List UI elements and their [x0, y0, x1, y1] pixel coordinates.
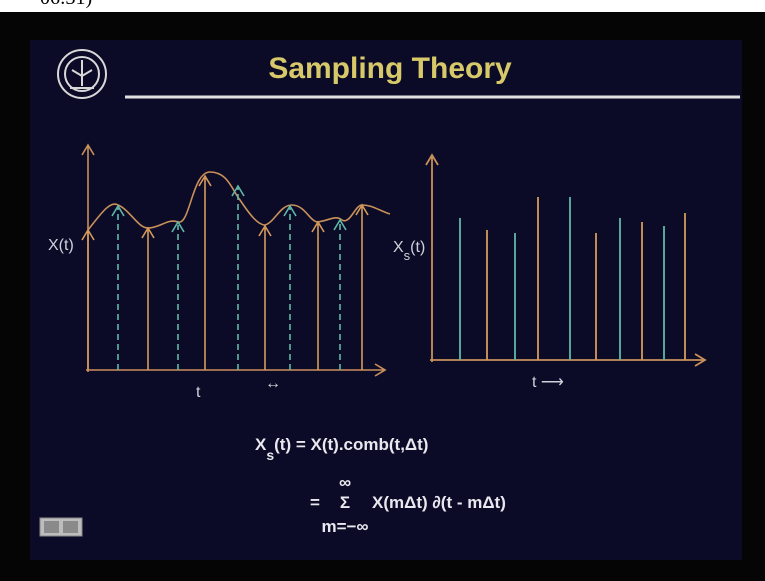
eq1-sub: s	[266, 447, 274, 463]
right-y-label-main: X	[393, 239, 404, 256]
slide-icon	[40, 518, 82, 536]
slide-title: Sampling Theory	[268, 52, 512, 85]
eq2-body: X(mΔt) ∂(t - mΔt)	[372, 493, 506, 512]
caption: 06:31)	[40, 0, 92, 9]
eq2-sum-bottom: m=−∞	[321, 517, 368, 536]
screenshot: 06:31) Sampling Theory X(t) t ↔ Xs (t) t …	[0, 0, 765, 581]
left-x-label: t	[196, 384, 201, 401]
eq1-main: X	[255, 435, 267, 454]
eq2-equals: =	[310, 493, 320, 512]
left-y-label: X(t)	[48, 237, 74, 254]
page: 06:31) Sampling Theory X(t) t ↔ Xs (t) t …	[0, 0, 765, 581]
right-y-label-tail: (t)	[410, 239, 425, 256]
slide	[30, 40, 742, 560]
interval-marker: ↔	[265, 375, 281, 392]
logo	[58, 50, 106, 98]
eq2-sum: Σ	[340, 493, 350, 512]
right-x-label: t ⟶	[532, 374, 564, 391]
eq2-sum-top: ∞	[339, 473, 351, 492]
eq1-tail: (t) = X(t).comb(t,Δt)	[274, 435, 428, 454]
